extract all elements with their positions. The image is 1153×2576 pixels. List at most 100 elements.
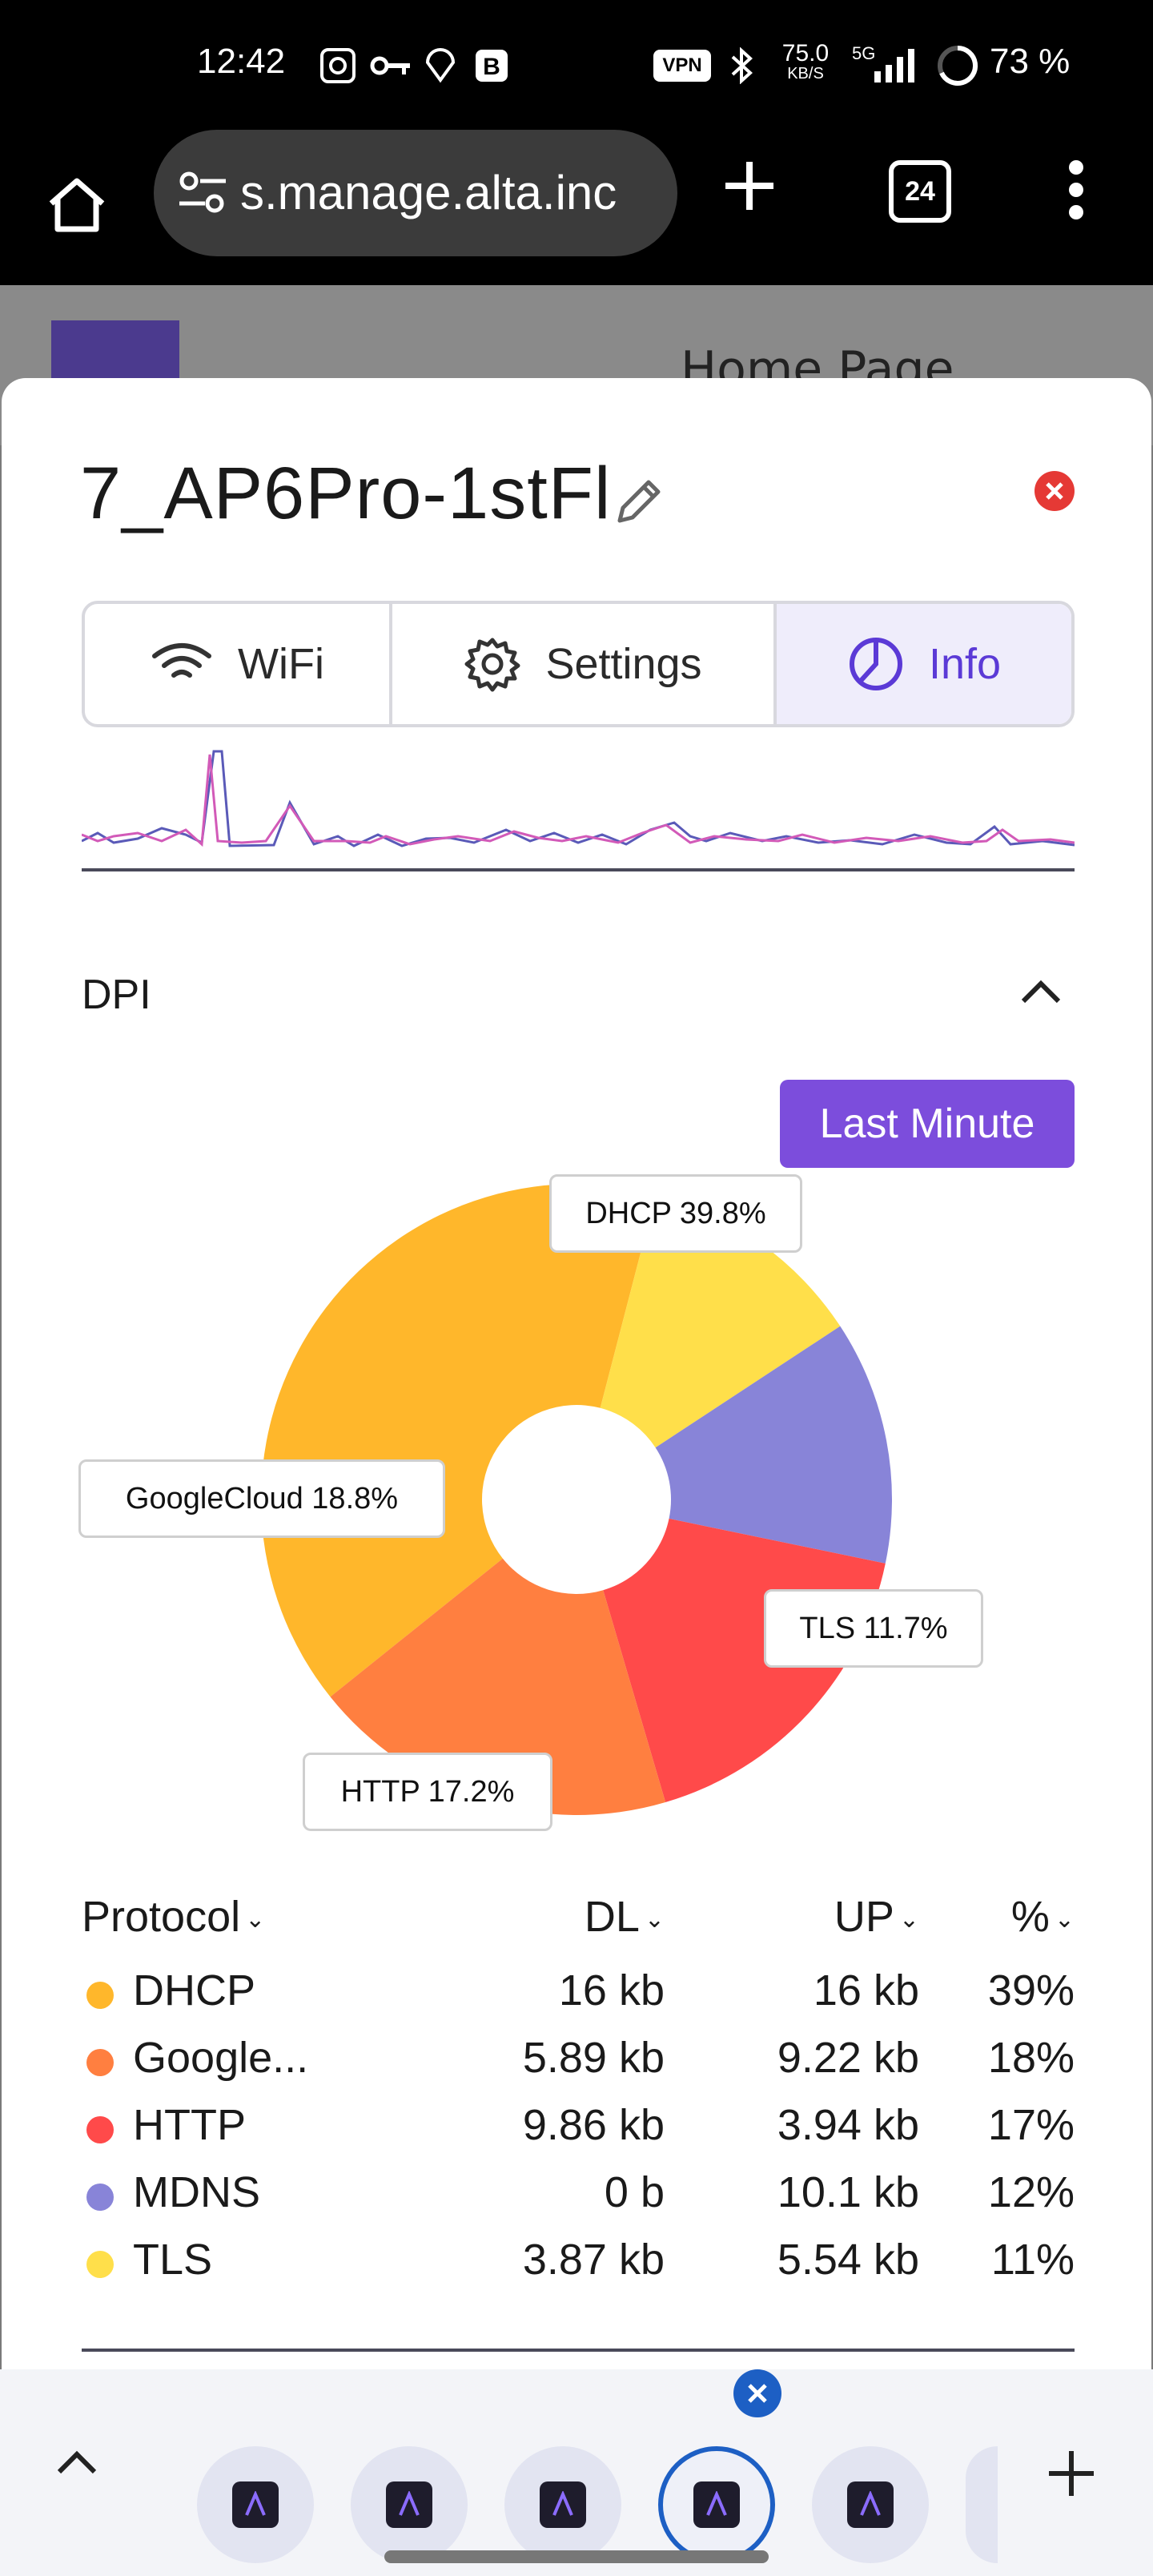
header-pct-label: % [1010,1893,1050,1941]
row-up: 3.94 kb [777,2101,919,2149]
close-icon [1046,482,1063,500]
site-favicon-icon [386,2481,432,2528]
close-icon [748,2384,767,2403]
status-bar: 12:42 B VPN 75.0 KB/S 5G 73 % [0,0,1153,135]
site-settings-icon[interactable] [178,170,227,215]
pie-slice-tls[interactable] [600,1193,841,1448]
overflow-menu-button[interactable] [1062,160,1091,224]
legend-dot [86,2184,114,2211]
tab-wifi[interactable]: WiFi [85,604,392,724]
pie-label-tls: TLS 11.7% [764,1589,983,1668]
network-type: 5G [852,43,876,63]
table-header: Protocol ⌄ DL ⌄ UP ⌄ % ⌄ [82,1892,1075,1966]
tab-info[interactable]: Info [777,604,1071,724]
tab-strip [0,2369,1153,2576]
key-icon [370,46,412,85]
site-favicon-icon [540,2481,586,2528]
traffic-sparkline [82,750,1075,847]
header-up-label: UP [834,1893,894,1941]
sort-dl[interactable]: DL ⌄ [585,1892,665,1942]
table-row: MDNS 0 b 10.1 kb 12% [82,2167,1075,2235]
pencil-icon [617,480,661,523]
pie-label-http: HTTP 17.2% [303,1753,552,1831]
row-protocol: HTTP [133,2101,246,2149]
row-up: 5.54 kb [777,2236,919,2284]
plus-icon [725,162,773,210]
chevron-down-icon: ⌄ [245,1906,266,1934]
close-modal-button[interactable] [1034,471,1075,511]
chevron-up-icon [1021,980,1061,1004]
table-row: DHCP 16 kb 16 kb 39% [82,1966,1075,2033]
header-dl-label: DL [584,1893,640,1941]
device-tabs: WiFi Settings Info [82,601,1075,727]
tab-switcher-button[interactable]: 24 [889,160,951,223]
expand-tabs-button[interactable] [56,2449,98,2480]
battery-percent: 73 % [990,42,1071,81]
app-notification-icon [319,46,357,85]
dpi-section-title: DPI [82,972,151,1018]
home-button[interactable] [40,168,114,242]
address-bar[interactable]: s.manage.alta.inc [154,130,677,256]
pie-label-googlecloud: GoogleCloud 18.8% [78,1459,445,1538]
pie-slice-googlecloud[interactable] [330,1558,666,1815]
tab-info-label: Info [928,640,1002,688]
edit-name-button[interactable] [612,473,668,532]
wifi-icon [152,643,212,678]
strip-tab-partial[interactable] [966,2446,998,2563]
strip-tab-current[interactable] [658,2446,775,2563]
row-pct: 17% [987,2101,1075,2149]
header-protocol-label: Protocol [82,1893,241,1941]
vpn-label: VPN [662,54,702,76]
tab-settings-label: Settings [545,640,702,688]
row-dl: 3.87 kb [522,2236,665,2284]
close-tab-button[interactable] [733,2369,781,2417]
new-tab-button[interactable] [721,157,778,218]
battery-ring-icon [934,45,982,86]
home-icon [49,178,105,232]
legend-dot [86,2116,114,2143]
clock: 12:42 [197,42,286,81]
strip-tab[interactable] [812,2446,929,2563]
sort-protocol[interactable]: Protocol ⌄ [82,1892,265,1942]
device-name: 7_AP6Pro-1stFl [80,453,612,534]
site-favicon-icon [693,2481,740,2528]
row-up: 10.1 kb [777,2168,919,2216]
svg-text:B: B [483,54,500,80]
new-tab-strip-button[interactable] [1046,2448,1097,2502]
strip-tab[interactable] [351,2446,468,2563]
plus-icon [1049,2451,1094,2496]
row-protocol: DHCP [133,1966,256,2015]
table-row: Google... 5.89 kb 9.22 kb 18% [82,2033,1075,2100]
chevron-down-icon: ⌄ [898,1906,919,1934]
gear-icon [464,638,520,692]
section-divider [82,2349,1075,2352]
row-pct: 12% [987,2168,1075,2216]
row-protocol: MDNS [133,2168,260,2216]
table-row: HTTP 9.86 kb 3.94 kb 17% [82,2100,1075,2167]
sort-up[interactable]: UP ⌄ [834,1892,919,1942]
pie-label-dhcp: DHCP 39.8% [549,1174,802,1253]
signal-icon [873,46,921,85]
tab-wifi-label: WiFi [238,640,324,688]
row-protocol: Google... [133,2034,309,2082]
row-pct: 11% [990,2236,1075,2284]
speed-unit: KB/S [787,65,824,83]
legend-dot [86,2251,114,2278]
collapse-dpi-button[interactable] [1020,979,1062,1008]
tab-settings[interactable]: Settings [392,604,777,724]
row-up: 9.22 kb [777,2034,919,2082]
sort-percent[interactable]: % ⌄ [1011,1892,1075,1942]
row-pct: 39% [987,1966,1075,2015]
pie-chart-icon [849,638,902,690]
legend-dot [86,2049,114,2076]
row-dl: 16 kb [558,1966,665,2015]
chevron-up-icon [57,2450,97,2474]
pie-slice-dhcp[interactable] [261,1184,657,1697]
chevron-down-icon: ⌄ [1054,1906,1075,1934]
strip-tab[interactable] [504,2446,621,2563]
time-range-button[interactable]: Last Minute [780,1080,1075,1168]
strip-tab[interactable] [197,2446,314,2563]
speed-value: 75.0 [781,40,830,66]
pie-slice-mdns[interactable] [655,1326,892,1564]
url-text: s.manage.alta.inc [240,166,617,219]
